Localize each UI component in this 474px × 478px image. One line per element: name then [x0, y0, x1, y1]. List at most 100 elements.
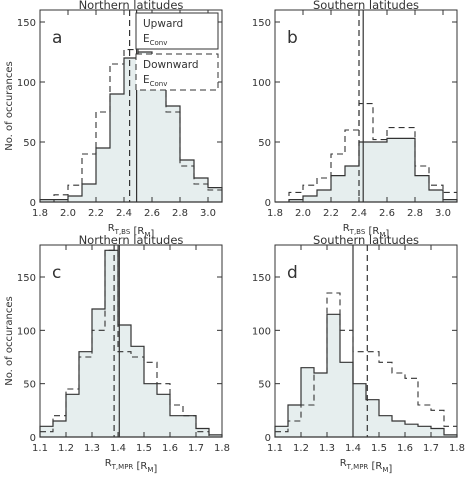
- y-tick-label: 0: [265, 433, 271, 444]
- panel-letter: c: [52, 263, 61, 283]
- panel-title: Southern latitudes: [313, 0, 419, 12]
- series-upward-histogram: [39, 249, 223, 438]
- y-tick-label: 100: [17, 78, 36, 89]
- y-tick-label: 0: [265, 198, 271, 209]
- x-tick-label: 1.5: [136, 443, 152, 454]
- x-tick-label: 2.0: [60, 208, 76, 219]
- x-axis-label: RT,BS [RM]: [343, 223, 390, 240]
- x-axis-label-text: ]: [150, 229, 154, 240]
- x-tick-label: 2.4: [116, 208, 132, 219]
- series-upward-histogram: [274, 313, 458, 438]
- panel-title: Northern latitudes: [79, 0, 184, 12]
- x-tick-label: 3.0: [435, 208, 451, 219]
- x-tick-label: 2.2: [88, 208, 104, 219]
- legend-upward-box: [135, 12, 219, 50]
- y-tick-label: 150: [252, 273, 271, 284]
- x-axis-label-text: R: [105, 458, 112, 469]
- x-axis-label-subscript: M: [382, 466, 388, 474]
- x-axis-label: RT,MPR [RM]: [340, 458, 393, 474]
- x-axis-label-text: [R: [365, 226, 379, 237]
- x-tick-label: 1.8: [267, 208, 283, 219]
- legend-upward-label: Upward: [143, 18, 183, 30]
- x-axis-label-text: R: [340, 458, 347, 469]
- y-tick-label: 150: [252, 18, 271, 29]
- x-tick-label: 1.6: [162, 443, 178, 454]
- x-axis-label-subscript: T,BS: [114, 228, 131, 236]
- series-downward-histogram: [40, 249, 222, 438]
- x-axis-label-text: ]: [385, 229, 389, 240]
- x-axis-label-text: ]: [153, 464, 157, 474]
- panel-a: 1.8 2.0 2.2 2.4 2.6 2.8 3.0 0 50 100 150 Northern l…: [4, 0, 223, 240]
- panel-title: Northern latitudes: [79, 233, 184, 247]
- x-tick-label: 1.3: [84, 443, 100, 454]
- x-tick-label: 1.7: [188, 443, 204, 454]
- panel-title: Southern latitudes: [313, 233, 419, 247]
- x-tick-label: 1.1: [267, 443, 283, 454]
- x-tick-label: 2.2: [323, 208, 339, 219]
- x-tick-label: 1.6: [397, 443, 413, 454]
- x-tick-label: 2.8: [407, 208, 423, 219]
- y-tick-label: 100: [252, 78, 271, 89]
- x-tick-label: 1.4: [345, 443, 361, 454]
- x-axis-label-subscript: M: [144, 231, 150, 239]
- legend-subscript: Conv: [150, 80, 168, 88]
- x-tick-label: 1.8: [449, 443, 465, 454]
- series-downward-histogram: [275, 292, 457, 433]
- panel-d: 1.1 1.2 1.3 1.4 1.5 1.6 1.7 1.8 0 50 100 150 Souther…: [252, 233, 465, 475]
- axes-frame: [39, 9, 223, 203]
- panel-letter: a: [52, 28, 62, 48]
- x-axis-label: RT,MPR [RM]: [105, 458, 158, 474]
- legend-downward-box: [135, 53, 219, 91]
- x-axis-label-text: [R: [130, 226, 144, 237]
- y-tick-label: 100: [17, 326, 36, 337]
- x-tick-label: 1.1: [32, 443, 48, 454]
- x-tick-label: 2.6: [144, 208, 160, 219]
- x-tick-label: 3.0: [200, 208, 216, 219]
- x-axis-label-subscript: T,BS: [349, 228, 366, 236]
- x-axis-label-text: R: [108, 223, 115, 234]
- y-tick-label: 100: [252, 326, 271, 337]
- legend-downward-label: Downward: [143, 59, 199, 71]
- x-axis-label-text: [R: [133, 461, 147, 472]
- x-tick-label: 2.4: [351, 208, 367, 219]
- x-tick-label: 2.0: [295, 208, 311, 219]
- series-downward-histogram: [40, 49, 222, 203]
- x-tick-label: 2.6: [379, 208, 395, 219]
- x-tick-label: 1.7: [423, 443, 439, 454]
- y-tick-label: 150: [17, 273, 36, 284]
- y-tick-label: 50: [23, 380, 36, 391]
- x-axis-label-subscript: M: [147, 466, 153, 474]
- panel-b: 1.8 2.0 2.2 2.4 2.6 2.8 3.0 0 50 100 150 Southern l…: [252, 0, 458, 240]
- x-axis-label-subscript: M: [379, 231, 385, 239]
- x-tick-label: 1.2: [58, 443, 74, 454]
- x-tick-label: 1.3: [319, 443, 335, 454]
- x-axis-label-text: [R: [368, 461, 382, 472]
- x-axis-label-subscript: T,MPR: [346, 463, 369, 471]
- x-axis-label: RT,BS [RM]: [108, 223, 155, 240]
- x-tick-label: 1.8: [32, 208, 48, 219]
- panel-letter: d: [287, 263, 298, 283]
- y-tick-label: 150: [17, 18, 36, 29]
- x-tick-label: 1.5: [371, 443, 387, 454]
- axes-frame: [274, 9, 458, 203]
- axes-frame: [39, 244, 223, 438]
- legend-subscript: Conv: [150, 39, 168, 47]
- x-tick-label: 1.4: [110, 443, 126, 454]
- y-tick-label: 50: [258, 138, 271, 149]
- y-axis-label: No. of occurances: [4, 296, 15, 386]
- y-axis-label: No. of occurances: [4, 61, 15, 151]
- panel-letter: b: [287, 28, 298, 48]
- x-axis-label-text: ]: [388, 464, 392, 474]
- x-axis-label-text: R: [343, 223, 350, 234]
- y-tick-label: 50: [23, 138, 36, 149]
- x-axis-label-subscript: T,MPR: [111, 463, 134, 471]
- x-tick-label: 1.8: [214, 443, 230, 454]
- x-tick-label: 2.8: [172, 208, 188, 219]
- y-tick-label: 50: [258, 380, 271, 391]
- x-tick-label: 1.2: [293, 443, 309, 454]
- axes-frame: [274, 244, 458, 438]
- y-tick-label: 0: [30, 198, 36, 209]
